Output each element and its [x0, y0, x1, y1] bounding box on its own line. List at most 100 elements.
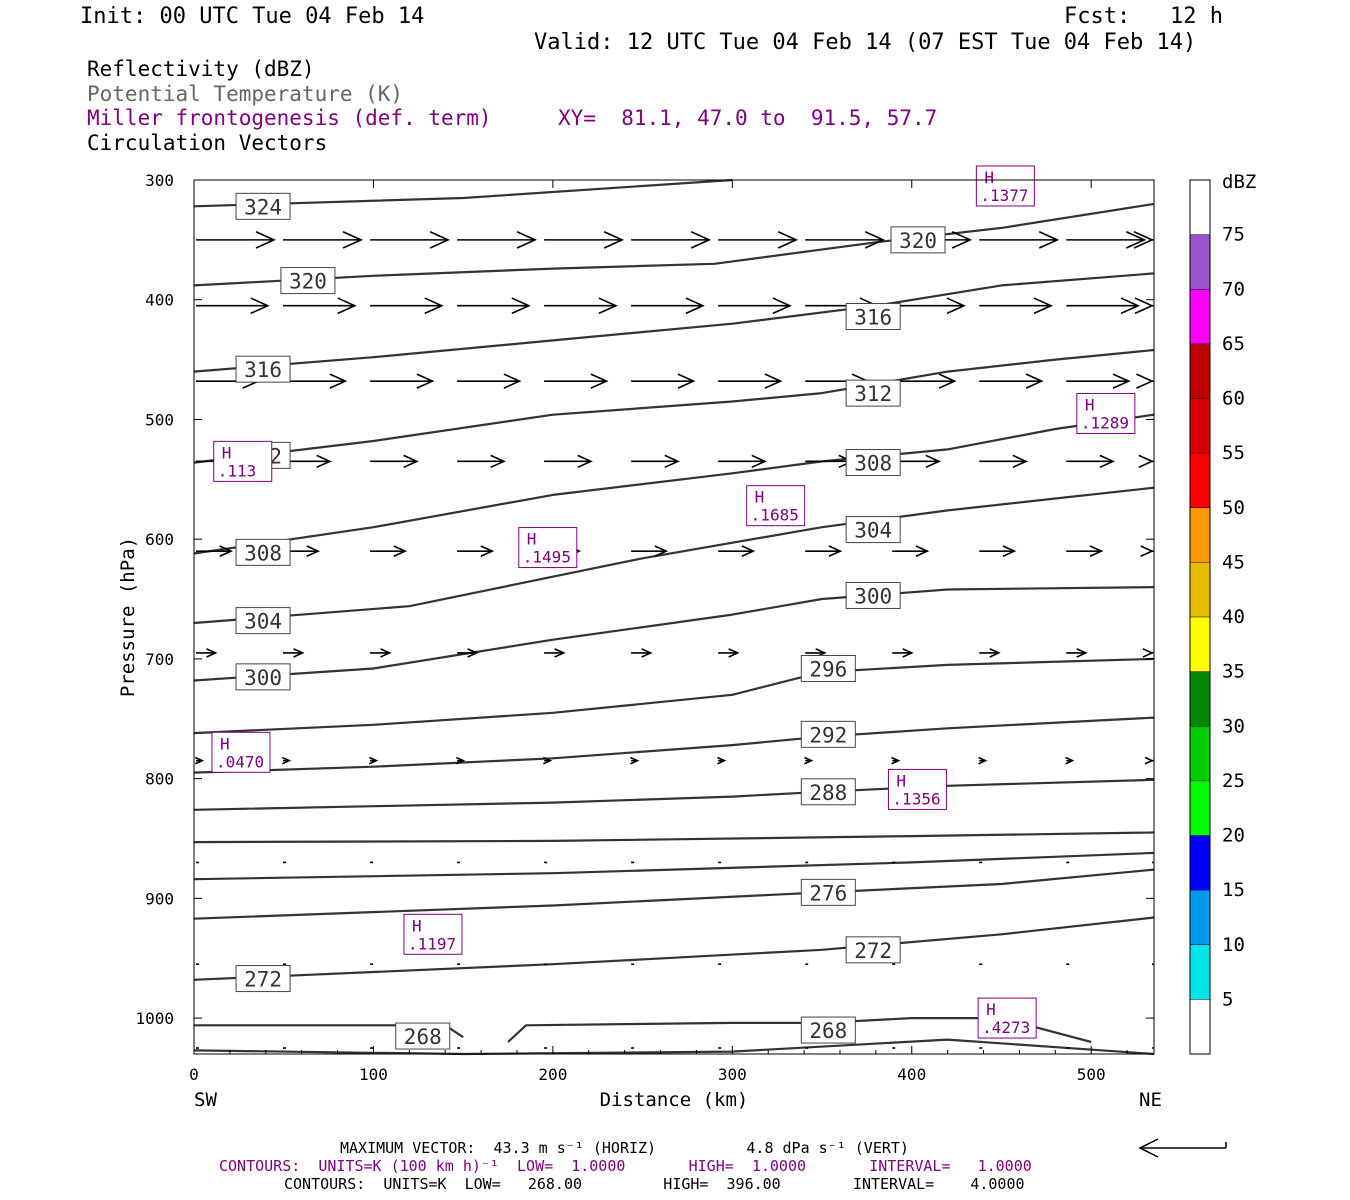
vector-arrowhead [1076, 648, 1088, 658]
frontogenesis-max-box [746, 485, 806, 527]
contour-label: 272 [854, 939, 892, 963]
vector-arrowhead [577, 454, 593, 469]
contour-label-box [235, 965, 291, 993]
reference-vector-arrow [1138, 1138, 1227, 1158]
colorbar-label: 15 [1222, 879, 1245, 901]
frontogenesis-max-box [977, 997, 1037, 1039]
vector-arrowhead [1033, 297, 1053, 315]
vector-arrowhead [1038, 231, 1060, 249]
vector-arrowhead [1144, 756, 1154, 765]
vector-arrowhead [777, 231, 799, 249]
contour-label: 268 [809, 1019, 847, 1043]
vector-arrowhead [764, 373, 783, 389]
contour-label: 316 [244, 358, 282, 382]
vector-arrowhead [654, 545, 669, 558]
cross-section-endpoints: XY= 81.1, 47.0 to 91.5, 57.7 [558, 106, 938, 130]
frontogenesis-max-label: H [527, 530, 537, 549]
vector-arrowhead [342, 231, 363, 249]
vector-arrowhead [554, 648, 566, 658]
vector-arrowhead [1125, 231, 1147, 249]
contour-label: 268 [404, 1025, 442, 1049]
colorbar-swatch [1190, 507, 1210, 563]
contour-label: 316 [854, 305, 892, 329]
colorbar-swatch [1190, 944, 1210, 1000]
contour-label: 304 [854, 519, 892, 543]
frontogenesis-max-value: .1685 [751, 506, 799, 525]
vector-arrowhead [630, 756, 640, 765]
vector-arrowhead [690, 231, 712, 249]
vector-arrowhead [503, 373, 522, 389]
colorbar-swatch [1190, 999, 1210, 1054]
colorbar-label: 65 [1222, 333, 1245, 355]
frontogenesis-max-value: .0470 [216, 752, 264, 771]
colorbar-label: 75 [1222, 224, 1245, 246]
contour-label-box [235, 538, 291, 566]
vector-arrowhead [281, 756, 292, 765]
vector-arrowhead [424, 297, 444, 315]
valid-time-label: Valid: 12 UTC Tue 04 Feb 14 (07 EST Tue … [534, 30, 1197, 55]
colorbar-swatch [1190, 890, 1210, 945]
vector-arrowhead [664, 454, 680, 469]
vector-arrowhead [641, 648, 653, 658]
theta-legend: Potential Temperature (K) [87, 82, 404, 106]
colorbar-swatch [1190, 289, 1210, 344]
axes: 300 400 500 600 700 800 900 1000 0 100 200 300 400 50… [135, 171, 1154, 1084]
vector-arrowhead [915, 545, 930, 558]
colorbar-swatch [1190, 671, 1210, 727]
contour-label-box [235, 355, 291, 383]
frontogenesis-maxima: H.1377H.1289H.113H.1685H.1495H.0470H.135… [211, 165, 1136, 1039]
contour-label-box [235, 607, 291, 635]
vector-arrowhead [393, 545, 408, 558]
y-tick-label: 500 [145, 410, 174, 429]
frontogenesis-max-box [1076, 392, 1136, 434]
vector-arrowhead [194, 756, 205, 765]
contour-label: 308 [244, 541, 282, 565]
vector-arrowhead [1099, 454, 1116, 469]
vector-arrowhead [603, 231, 625, 249]
x-tick-label: 400 [897, 1065, 926, 1084]
theta-contour-line [193, 716, 1155, 774]
vector-arrowhead [306, 545, 321, 558]
frontogenesis-max-value: .1495 [523, 548, 571, 567]
vector-arrowhead [677, 373, 696, 389]
colorbar-swatch [1190, 562, 1210, 617]
contour-label: 300 [854, 584, 892, 608]
contour-label: 288 [809, 781, 847, 805]
x-end-label: NE [1139, 1089, 1162, 1111]
vector-arrowhead [337, 297, 357, 315]
vector-arrowhead [511, 297, 531, 315]
contour-label-box [845, 302, 901, 330]
x-axis-title: Distance (km) [600, 1089, 749, 1111]
frontogenesis-contour-info: CONTOURS: UNITS=K (100 km h)⁻¹ LOW= 1.00… [219, 1157, 1032, 1175]
frontogenesis-max-label: H [984, 168, 994, 187]
colorbar-swatch [1190, 780, 1210, 836]
frontogenesis-max-value: .1289 [1081, 413, 1129, 432]
contour-label: 296 [809, 657, 847, 681]
vector-arrowhead [741, 545, 756, 558]
contour-label-box [395, 1022, 451, 1050]
contour-label: 320 [899, 229, 937, 253]
vector-arrowhead [1140, 545, 1154, 558]
colorbar-label: 10 [1222, 934, 1245, 956]
vector-arrowhead [416, 373, 435, 389]
frontogenesis-max-box [975, 165, 1035, 207]
contour-label-box [845, 449, 901, 477]
frontogenesis-max-value: .1356 [892, 789, 940, 808]
colorbar-label: 50 [1222, 497, 1245, 519]
vector-arrowhead [369, 756, 379, 765]
frontogenesis-max-label: H [986, 1000, 996, 1019]
reflectivity-legend: Reflectivity (dBZ) [87, 57, 315, 81]
vector-arrowhead [685, 297, 705, 315]
colorbar-swatch [1190, 453, 1210, 508]
contour-label-box [235, 663, 291, 691]
contour-label-box [890, 226, 946, 254]
theta-contour-line [193, 202, 1155, 287]
vector-arrowhead [1120, 297, 1140, 315]
theta-contour-line [193, 657, 1155, 735]
init-label: Init: 00 UTC Tue 04 Feb 14 [80, 4, 425, 29]
vector-arrowhead [728, 648, 740, 658]
colorbar-swatch [1190, 617, 1210, 672]
x-tick-label: 100 [359, 1065, 388, 1084]
contour-label-box [800, 778, 856, 806]
theta-contour-line [193, 586, 1155, 682]
